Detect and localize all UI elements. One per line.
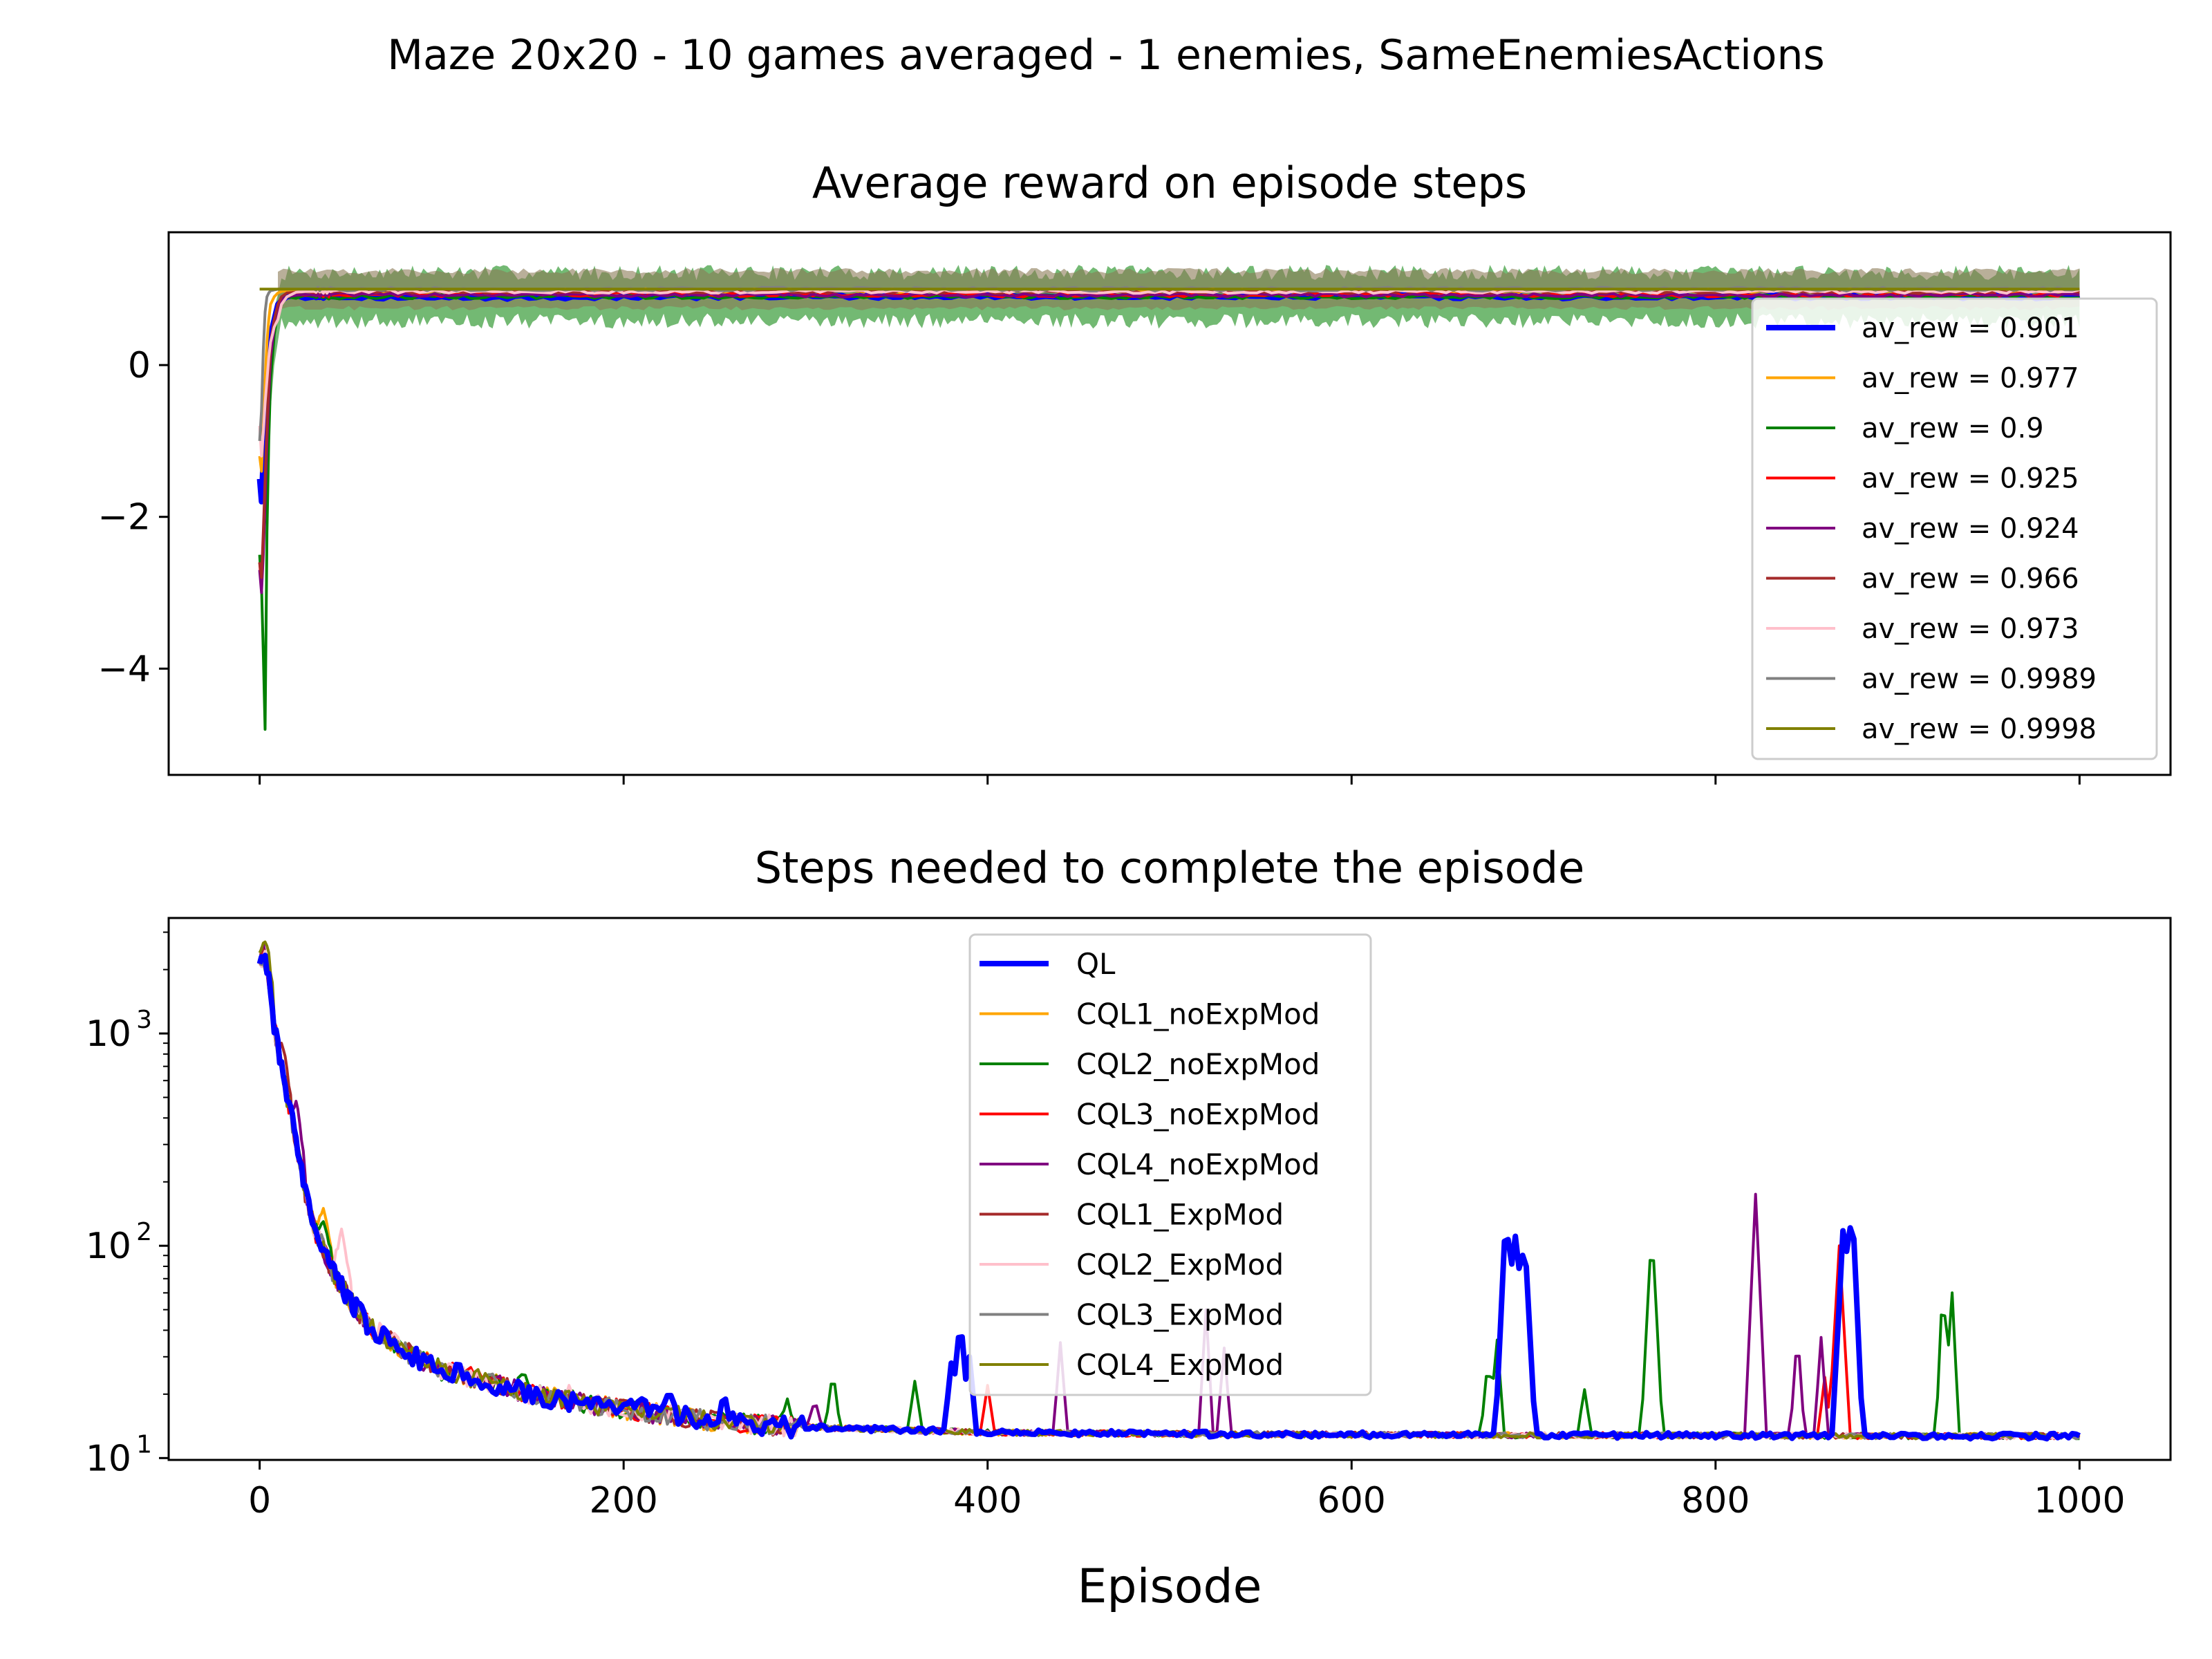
steps-legend-label: CQL1_noExpMod: [1076, 997, 1320, 1031]
x-axis-label: Episode: [1077, 1559, 1262, 1614]
reward-line-cql4_noexpmod: [258, 291, 2080, 594]
reward-legend-label: av_rew = 0.924: [1862, 513, 2079, 545]
reward-panel: Average reward on episode steps 0 −2 −4 av…: [97, 158, 2172, 785]
steps-legend-label: CQL1_ExpMod: [1076, 1198, 1284, 1232]
steps-legend-label: CQL3_noExpMod: [1076, 1098, 1320, 1132]
steps-panel: Steps needed to complete the episode 0 20…: [86, 843, 2172, 1521]
reward-legend: av_rew = 0.901 av_rew = 0.977 av_rew = 0.9…: [1751, 297, 2158, 760]
figure-suptitle: Maze 20x20 - 10 games averaged - 1 enemi…: [387, 31, 1825, 79]
reward-legend-label: av_rew = 0.901: [1862, 312, 2079, 344]
steps-ytick-exponent: 2: [136, 1218, 152, 1246]
reward-legend-box: [1751, 297, 2158, 760]
steps-legend-label: CQL4_noExpMod: [1076, 1147, 1320, 1181]
steps-line-ql: [256, 953, 2081, 1442]
steps-xtick-label: 0: [248, 1480, 271, 1521]
steps-title: Steps needed to complete the episode: [755, 843, 1585, 893]
steps-xtick-label: 800: [1681, 1480, 1750, 1521]
steps-legend-box: [968, 933, 1372, 1396]
steps-legend-label: CQL2_noExpMod: [1076, 1047, 1320, 1081]
steps-legend-label: QL: [1076, 947, 1116, 981]
steps-legend-label: CQL3_ExpMod: [1076, 1298, 1284, 1332]
reward-legend-label: av_rew = 0.966: [1862, 563, 2079, 595]
reward-ytick-label: −4: [97, 648, 151, 690]
reward-legend-label: av_rew = 0.9989: [1862, 664, 2097, 695]
reward-plot-area: [256, 265, 2081, 731]
steps-ytick-label: 10: [86, 1013, 131, 1055]
steps-legend-label: CQL4_ExpMod: [1076, 1348, 1284, 1382]
steps-legend-label: CQL2_ExpMod: [1076, 1248, 1284, 1282]
reward-frame: [167, 231, 2172, 776]
reward-legend-label: av_rew = 0.973: [1862, 613, 2079, 645]
reward-legend-label: av_rew = 0.9: [1862, 413, 2044, 444]
steps-ytick-exponent: 1: [136, 1430, 152, 1459]
reward-axes: 0 −2 −4: [97, 231, 2172, 785]
reward-legend-label: av_rew = 0.9998: [1862, 713, 2097, 745]
steps-xtick-label: 400: [953, 1480, 1022, 1521]
steps-xtick-label: 200: [590, 1480, 658, 1521]
steps-plot-area: [256, 940, 2081, 1442]
steps-legend: QL CQL1_noExpMod CQL2_noExpMod CQL3_noExpMo…: [968, 933, 1372, 1396]
steps-frame: [167, 917, 2172, 1461]
steps-xtick-label: 600: [1318, 1480, 1386, 1521]
steps-ytick-exponent: 3: [136, 1006, 152, 1034]
reward-ytick-label: 0: [128, 345, 151, 386]
steps-ytick-label: 10: [86, 1226, 131, 1267]
reward-legend-label: av_rew = 0.925: [1862, 463, 2079, 495]
reward-title: Average reward on episode steps: [812, 158, 1527, 208]
reward-legend-label: av_rew = 0.977: [1862, 363, 2079, 395]
reward-ytick-label: −2: [97, 497, 151, 538]
steps-xtick-label: 1000: [2034, 1480, 2125, 1521]
steps-ytick-label: 10: [86, 1438, 131, 1479]
